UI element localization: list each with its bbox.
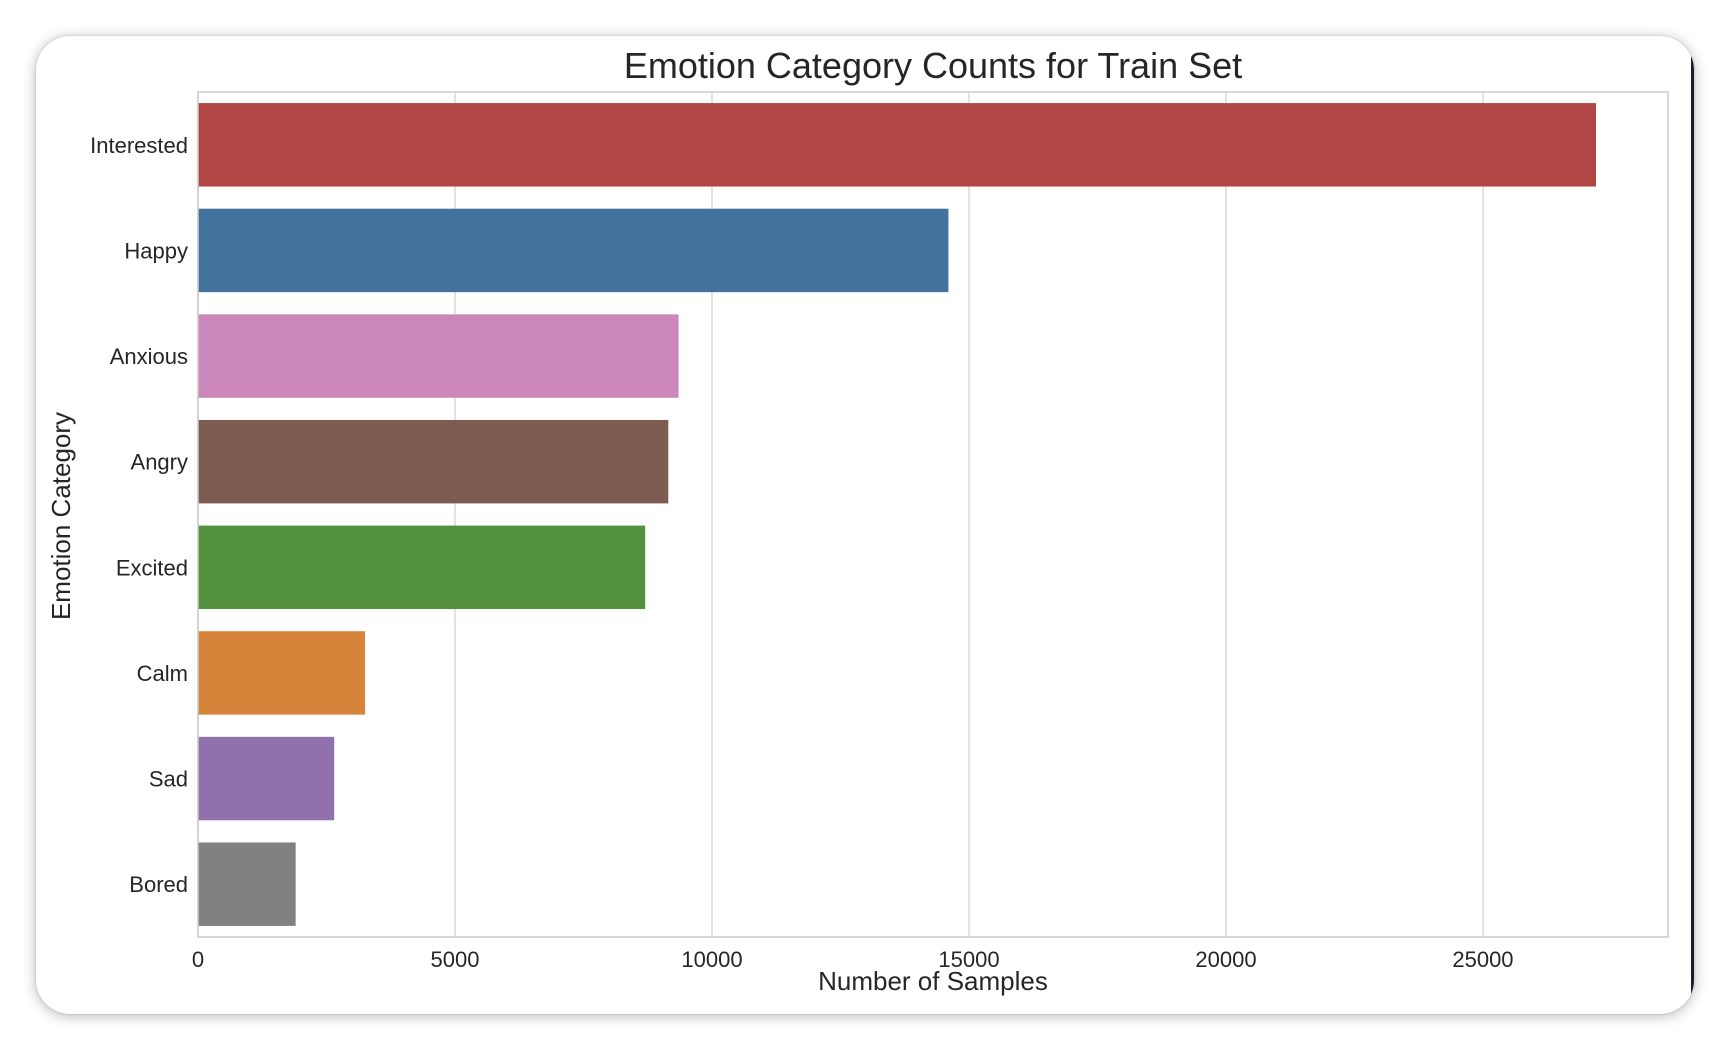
- y-tick-label-interested: Interested: [90, 133, 188, 158]
- bar-chart: Emotion Category Counts for Train Set In…: [46, 45, 1669, 996]
- y-tick-label-calm: Calm: [137, 661, 188, 686]
- y-tick-label-angry: Angry: [131, 450, 188, 475]
- chart-card: Emotion Category Counts for Train Set In…: [36, 36, 1694, 1014]
- bar-calm: [198, 631, 366, 715]
- chart-title: Emotion Category Counts for Train Set: [624, 45, 1242, 86]
- bar-happy: [198, 208, 949, 293]
- x-axis-label: Number of Samples: [818, 966, 1048, 996]
- bars: [198, 103, 1597, 926]
- x-tick-label: 25000: [1452, 947, 1513, 972]
- bar-interested: [198, 103, 1597, 187]
- x-tick-label: 15000: [938, 947, 999, 972]
- y-tick-label-happy: Happy: [124, 238, 188, 263]
- x-tick-label: 20000: [1195, 947, 1256, 972]
- x-tick-label: 0: [192, 947, 204, 972]
- y-tick-labels: Interested Happy Anxious Angry Excited Calm Sa…: [90, 133, 188, 897]
- x-tick-label: 5000: [431, 947, 480, 972]
- x-tick-labels: 0 5000 10000 15000 20000 25000: [192, 947, 1514, 972]
- bar-sad: [198, 736, 335, 821]
- card-edge-line: [1691, 56, 1694, 996]
- plot-frame: [197, 91, 1669, 938]
- y-tick-label-sad: Sad: [149, 767, 188, 792]
- bar-angry: [198, 419, 669, 504]
- y-tick-label-excited: Excited: [116, 555, 188, 580]
- bar-excited: [198, 525, 646, 610]
- y-axis-label: Emotion Category: [46, 412, 76, 620]
- y-tick-label-bored: Bored: [129, 872, 188, 897]
- bar-bored: [198, 842, 296, 926]
- x-tick-label: 10000: [681, 947, 742, 972]
- y-tick-label-anxious: Anxious: [110, 344, 188, 369]
- bar-anxious: [198, 314, 679, 398]
